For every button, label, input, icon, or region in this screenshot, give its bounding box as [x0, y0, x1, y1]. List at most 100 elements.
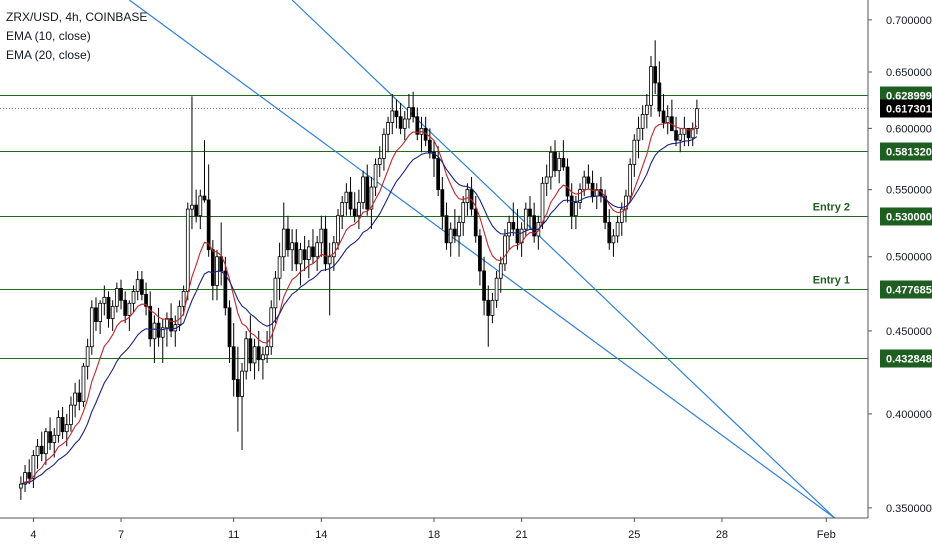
- level-price-label: 0.581320: [886, 147, 932, 159]
- level-annotation: Entry 2: [813, 202, 850, 214]
- candle-body: [123, 299, 128, 316]
- candle-body: [131, 290, 136, 304]
- y-tick-label: 0.700000: [886, 15, 932, 27]
- candle-body: [528, 208, 532, 217]
- candle-body: [632, 139, 637, 165]
- candle-body: [644, 104, 649, 115]
- y-tick-label: 0.550000: [886, 185, 932, 197]
- candle-body: [327, 256, 332, 265]
- legend-ema20[interactable]: EMA (20, close): [6, 48, 91, 62]
- ema10-line: [20, 122, 698, 485]
- candle-body: [252, 346, 257, 364]
- candle-body: [44, 431, 48, 455]
- candle-body: [578, 189, 582, 203]
- candle-body: [548, 151, 553, 178]
- candle-body: [35, 445, 40, 456]
- legend-symbol[interactable]: ZRX/USD, 4h, COINBASE: [6, 10, 148, 24]
- candle-body: [286, 228, 290, 251]
- x-tick-label: 21: [516, 529, 528, 541]
- candle-body: [223, 270, 228, 309]
- candle-body: [565, 166, 570, 197]
- x-tick-label: 11: [228, 529, 239, 541]
- candle-body: [382, 133, 386, 159]
- candle-body: [473, 208, 478, 237]
- candle-body: [398, 116, 403, 129]
- candle-body: [261, 354, 265, 361]
- candle-body: [678, 133, 683, 141]
- candle-body: [415, 116, 420, 135]
- candle-body: [440, 189, 445, 217]
- candle-body: [344, 191, 349, 203]
- x-tick-label: 18: [428, 529, 440, 541]
- candle-body: [361, 176, 365, 203]
- candle-body: [457, 221, 461, 237]
- y-tick-label: 0.450000: [886, 326, 932, 338]
- candle-body: [244, 338, 249, 372]
- candle-body: [240, 370, 244, 397]
- candle-body: [102, 296, 107, 304]
- candle-body: [64, 424, 69, 433]
- candle-body: [569, 195, 574, 217]
- candle-body: [544, 176, 549, 184]
- candle-body: [574, 202, 578, 217]
- candle-body: [586, 176, 591, 184]
- candle-body: [507, 221, 511, 237]
- candle-body: [202, 195, 207, 201]
- trendline: [129, 0, 835, 519]
- candle-body: [390, 110, 395, 123]
- candle-body: [444, 215, 449, 244]
- last-price-label-bg: [880, 99, 932, 118]
- last-price-label: 0.617301: [886, 104, 932, 116]
- candle-body: [611, 235, 616, 244]
- candle-body: [607, 221, 612, 244]
- candle-body: [94, 307, 98, 322]
- trendline: [291, 0, 836, 519]
- x-tick-label: 7: [118, 529, 124, 541]
- candle-body: [478, 235, 482, 272]
- candle-body: [436, 157, 441, 191]
- candle-body: [265, 346, 269, 356]
- y-tick-label: 0.650000: [886, 67, 932, 79]
- candle-body: [523, 208, 528, 230]
- level-price-label-bg: [880, 207, 932, 226]
- candle-body: [373, 164, 378, 188]
- candle-body: [210, 249, 215, 286]
- candle-body: [323, 228, 328, 265]
- candle-body: [649, 66, 653, 106]
- x-tick-label: Feb: [817, 529, 836, 541]
- candle-body: [686, 127, 691, 139]
- candle-body: [23, 472, 27, 485]
- candle-body: [98, 302, 103, 322]
- level-price-label: 0.432848: [886, 354, 932, 366]
- candle-body: [628, 164, 632, 197]
- candle-body: [331, 242, 336, 258]
- candle-body: [19, 483, 23, 489]
- candle-body: [336, 215, 340, 244]
- candle-body: [465, 189, 470, 203]
- candle-body: [340, 202, 345, 217]
- candle-body: [482, 270, 486, 301]
- candle-body: [490, 299, 495, 316]
- candle-body: [636, 127, 641, 141]
- candle-body: [85, 346, 90, 367]
- y-tick-label: 0.600000: [886, 123, 932, 135]
- candle-body: [311, 246, 315, 258]
- candle-body: [119, 288, 123, 301]
- candle-body: [365, 176, 370, 210]
- candle-body: [302, 249, 307, 260]
- candle-body: [582, 176, 587, 191]
- candle-body: [73, 392, 77, 406]
- candle-body: [690, 127, 695, 139]
- candle-body: [277, 256, 282, 279]
- candle-body: [81, 365, 86, 403]
- candle-body: [27, 472, 32, 479]
- level-price-label: 0.530000: [886, 212, 932, 224]
- legend-ema10[interactable]: EMA (10, close): [6, 29, 91, 43]
- candle-body: [394, 110, 399, 118]
- candle-body: [152, 322, 157, 340]
- candle-body: [269, 307, 274, 348]
- candle-body: [561, 157, 566, 168]
- ema20-line: [20, 136, 698, 485]
- candle-body: [386, 122, 390, 135]
